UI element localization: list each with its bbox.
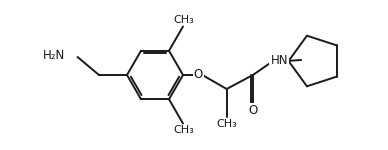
Text: CH₃: CH₃ xyxy=(173,126,194,135)
Text: O: O xyxy=(194,69,203,81)
Text: CH₃: CH₃ xyxy=(216,119,237,129)
Text: HN: HN xyxy=(270,54,288,68)
Text: O: O xyxy=(248,103,258,117)
Text: CH₃: CH₃ xyxy=(173,15,194,24)
Text: H₂N: H₂N xyxy=(43,48,66,62)
